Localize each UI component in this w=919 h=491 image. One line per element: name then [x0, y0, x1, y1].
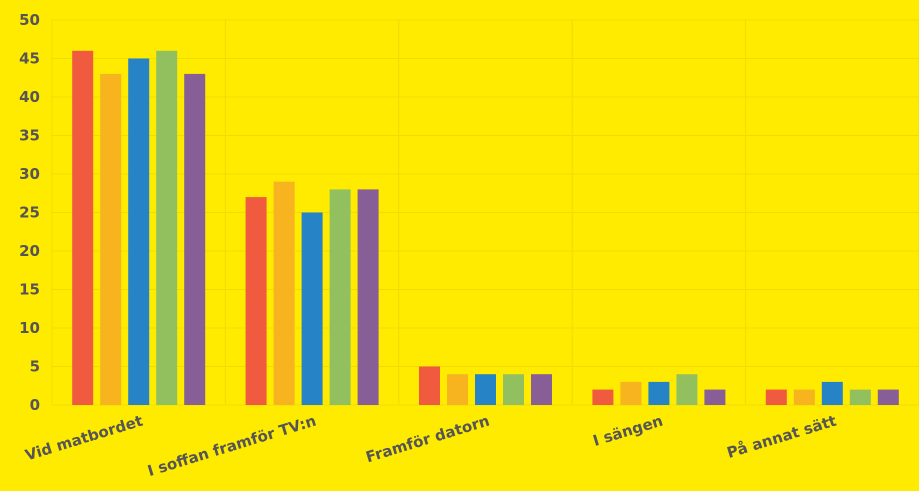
bar — [184, 73, 206, 406]
bar — [531, 374, 552, 405]
y-tick-label: 0 — [30, 396, 40, 414]
bar — [592, 389, 614, 405]
bar — [419, 366, 440, 405]
bar — [475, 374, 496, 405]
bar — [156, 50, 178, 406]
bar — [447, 374, 468, 405]
bar — [793, 389, 815, 405]
bar — [72, 50, 94, 406]
bar — [620, 381, 642, 405]
bar — [128, 58, 150, 405]
y-tick-label: 10 — [19, 319, 40, 337]
x-category-label: I soffan framför TV:n — [145, 412, 318, 480]
y-tick-label: 30 — [19, 165, 40, 183]
x-category-label: Vid matbordet — [23, 412, 145, 465]
bars — [72, 50, 899, 406]
y-tick-label: 50 — [19, 11, 40, 29]
bar — [648, 381, 670, 405]
y-tick-label: 15 — [19, 281, 40, 299]
x-category-label: I sängen — [591, 412, 665, 450]
y-tick-label: 20 — [19, 242, 40, 260]
bar — [245, 197, 267, 405]
bar — [100, 73, 122, 406]
x-axis-labels: Vid matbordet I soffan framför TV:n Framfö… — [23, 412, 838, 480]
y-tick-label: 45 — [19, 50, 40, 68]
bar — [821, 381, 843, 405]
x-category-label: På annat sätt — [725, 412, 839, 462]
bar — [357, 189, 379, 405]
y-tick-label: 40 — [19, 88, 40, 106]
bar — [301, 212, 323, 405]
bar — [329, 189, 351, 405]
x-category-label: Framför datorn — [364, 412, 492, 467]
gridlines — [51, 19, 919, 406]
bar — [503, 374, 524, 405]
y-tick-label: 35 — [19, 127, 40, 145]
y-axis-ticks: 0 5 10 15 20 25 30 35 40 45 50 — [19, 11, 40, 414]
bar — [273, 181, 295, 405]
bar — [849, 389, 871, 405]
y-tick-label: 25 — [19, 204, 40, 222]
y-tick-label: 5 — [30, 358, 40, 376]
bar — [765, 389, 787, 405]
bar — [704, 389, 726, 405]
bar — [877, 389, 899, 405]
bar — [676, 374, 698, 405]
